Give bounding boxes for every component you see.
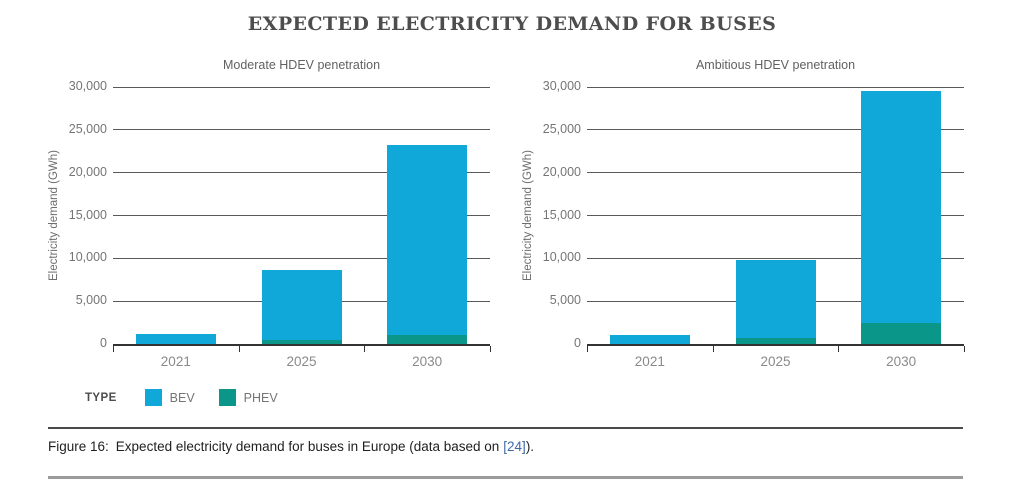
legend-label-phev: PHEV [243, 390, 278, 405]
chart-ambitious: Ambitious HDEV penetration Electricity d… [519, 58, 965, 387]
x-axis-tick [838, 346, 840, 352]
caption-text: Expected electricity demand for buses in… [115, 439, 500, 454]
chart-subtitle-ambitious: Ambitious HDEV penetration [695, 58, 856, 72]
x-axis-line [113, 344, 490, 346]
gridline [113, 129, 490, 131]
gridline [113, 172, 490, 174]
y-tick-label: 0 [574, 336, 581, 350]
chart-legend: TYPE BEV PHEV [85, 389, 302, 406]
y-tick-label: 15,000 [542, 207, 581, 222]
x-tick-label: 2025 [286, 354, 317, 369]
caption-figure-label: Figure 16: [48, 439, 109, 454]
bar-bev-2030 [861, 91, 942, 323]
x-axis-line [587, 344, 964, 346]
bar-phev-2025 [261, 339, 342, 344]
gridline [113, 257, 490, 259]
caption-citation-link[interactable]: [24] [503, 439, 526, 454]
x-axis-tick [364, 346, 366, 352]
bev-swatch-icon [144, 389, 162, 406]
x-axis-tick [238, 346, 240, 352]
x-tick-label: 2030 [412, 354, 443, 369]
legend-label-bev: BEV [169, 390, 195, 405]
bar-phev-2030 [387, 334, 468, 344]
chart-moderate: Moderate HDEV penetration Electricity de… [45, 58, 491, 387]
legend-title: TYPE [85, 391, 117, 404]
x-axis-tick [712, 346, 714, 352]
legend-item-bev: BEV [144, 389, 195, 406]
chart-main-title: EXPECTED ELECTRICITY DEMAND FOR BUSES [247, 13, 777, 35]
x-axis-tick [587, 346, 588, 352]
caption-top-rule [48, 427, 963, 429]
chart-subtitle-moderate: Moderate HDEV penetration [222, 58, 381, 72]
y-tick-label: 25,000 [542, 121, 581, 136]
y-tick-label: 20,000 [542, 164, 581, 179]
bar-phev-2025 [735, 338, 816, 344]
bar-bev-2021 [135, 333, 216, 344]
y-tick-label: 10,000 [68, 250, 107, 265]
y-tick-label: 30,000 [68, 79, 107, 93]
y-tick-label: 15,000 [68, 207, 107, 222]
charts-row: Moderate HDEV penetration Electricity de… [45, 58, 965, 387]
gridline [587, 129, 964, 131]
x-tick-label: 2030 [886, 354, 917, 369]
x-axis-tick [113, 346, 114, 352]
x-tick-label: 2025 [760, 354, 791, 369]
y-tick-label: 25,000 [68, 121, 107, 136]
x-tick-label: 2021 [634, 354, 665, 369]
caption-bottom-rule [48, 476, 963, 479]
bar-bev-2025 [735, 260, 816, 338]
plot-area-moderate [113, 86, 490, 344]
plot-area-ambitious [587, 86, 964, 344]
gridline [587, 172, 964, 174]
chart-body-moderate: Electricity demand (GWh) 0 5,000 10,000 15,… [45, 79, 491, 387]
legend-item-phev: PHEV [218, 389, 278, 406]
bar-bev-2021 [609, 334, 690, 344]
phev-swatch-icon [218, 389, 236, 406]
x-axis-tick [964, 346, 965, 352]
y-tick-label: 30,000 [542, 79, 581, 93]
figure-caption: Figure 16: Expected electricity demand fo… [48, 439, 534, 454]
y-tick-label: 10,000 [542, 250, 581, 265]
gridline [113, 215, 490, 216]
gridline [587, 86, 964, 88]
bar-bev-2025 [261, 270, 342, 340]
y-tick-label: 5,000 [549, 293, 581, 308]
x-tick-label: 2021 [160, 354, 191, 369]
x-axis-tick [490, 346, 491, 352]
y-tick-label: 20,000 [68, 164, 107, 179]
y-tick-label: 0 [100, 336, 107, 350]
y-tick-label: 5,000 [75, 293, 107, 308]
gridline [587, 257, 964, 259]
caption-suffix: ). [525, 439, 535, 454]
gridline [587, 215, 964, 216]
bar-phev-2030 [861, 322, 942, 344]
chart-body-ambitious: Electricity demand (GWh) 0 5,000 10,000 15,… [519, 79, 965, 387]
bar-bev-2030 [387, 145, 468, 335]
gridline [113, 86, 490, 88]
